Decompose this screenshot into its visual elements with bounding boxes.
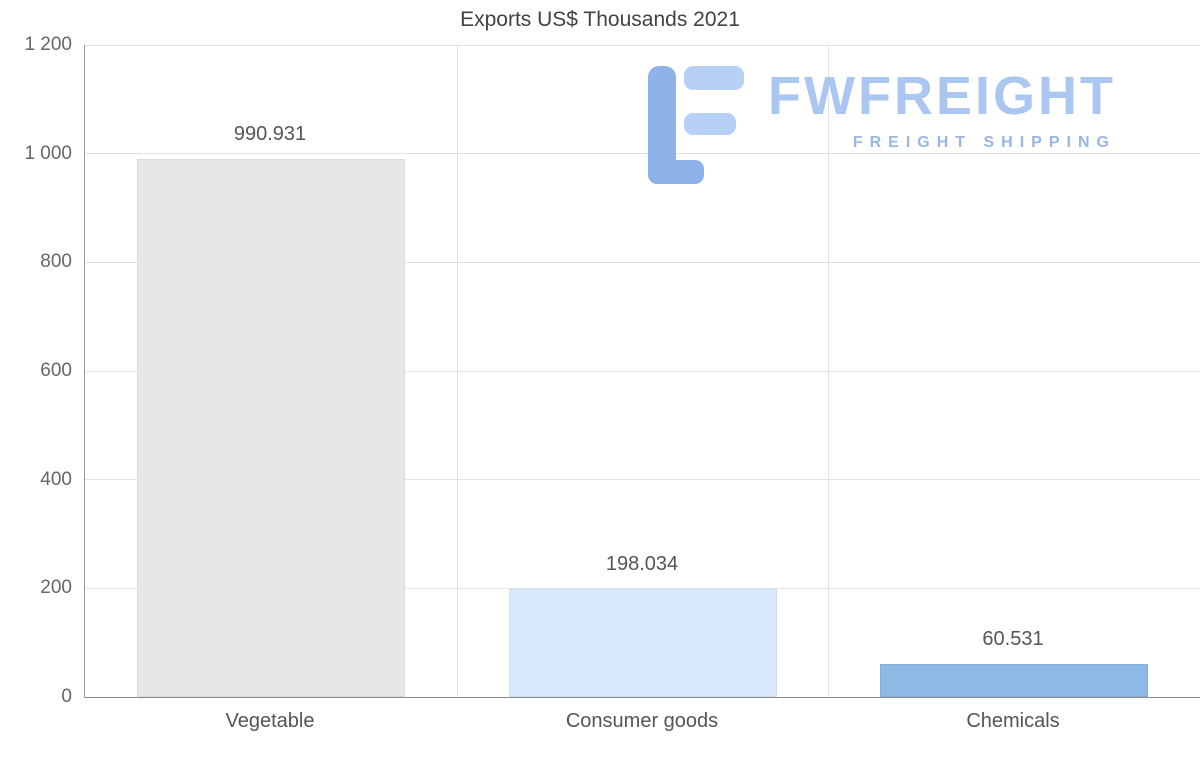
bar [509, 589, 777, 697]
y-tick-label: 400 [40, 468, 72, 490]
gridline-h [85, 479, 1200, 481]
gridline-h [85, 261, 1200, 263]
y-tick-label: 1 200 [24, 34, 72, 55]
gridline-h [85, 370, 1200, 372]
y-tick-label: 1 000 [24, 142, 72, 164]
gridline-h [85, 587, 1200, 589]
y-tick-label: 0 [61, 686, 72, 707]
chart-title: Exports US$ Thousands 2021 [460, 8, 740, 31]
y-tick-label: 600 [40, 360, 72, 381]
category-label: Chemicals [966, 710, 1060, 732]
bar-value-label: 60.531 [982, 628, 1044, 650]
bar [137, 159, 405, 697]
category-label: Vegetable [225, 710, 315, 732]
bar-value-label: 990.931 [233, 123, 307, 145]
gridline-h [85, 153, 1200, 155]
fwfreight-logo-icon [648, 66, 744, 184]
gridline-h [85, 44, 1200, 46]
logo-tagline: FREIGHT SHIPPING [852, 134, 1116, 151]
fwfreight-logo: FWFREIGHT FREIGHT SHIPPING [648, 66, 1116, 184]
logo-text: FWFREIGHT FREIGHT SHIPPING [768, 66, 1116, 152]
gridline-v [828, 45, 829, 697]
bar-value-label: 198.034 [605, 553, 679, 575]
gridline-v [457, 45, 458, 697]
category-label: Consumer goods [565, 710, 719, 732]
y-tick-label: 800 [40, 251, 72, 273]
y-tick-label: 200 [40, 577, 72, 599]
logo-name: FWFREIGHT [768, 66, 1116, 126]
plot-area [84, 44, 1200, 698]
bar [880, 664, 1148, 697]
